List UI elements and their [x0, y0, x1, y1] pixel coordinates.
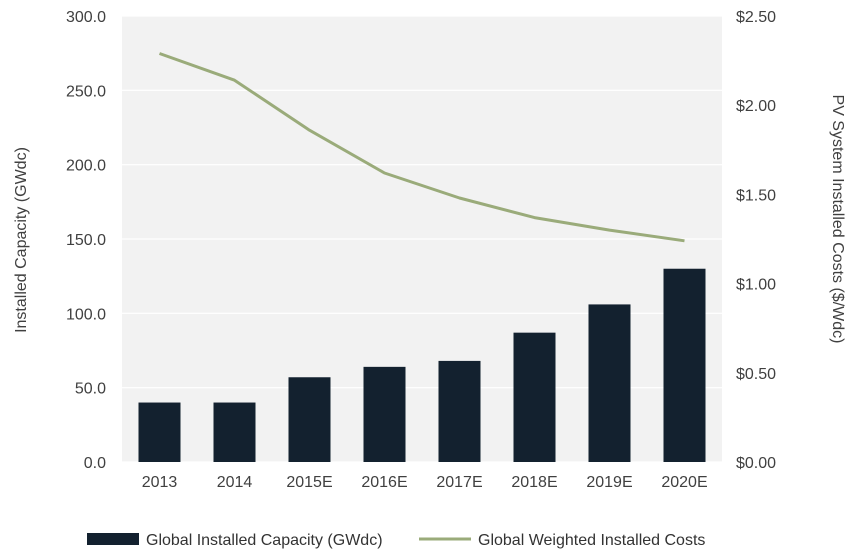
bar	[438, 360, 481, 462]
legend-bar-swatch	[87, 533, 139, 545]
right-axis-title: PV System Installed Costs ($/Wdc)	[829, 95, 846, 344]
x-tick-label: 2013	[142, 474, 178, 491]
right-tick-label: $0.50	[736, 366, 776, 383]
x-tick-label: 2014	[217, 474, 253, 491]
left-tick-label: 0.0	[84, 455, 106, 472]
left-axis-ticks: 0.0 50.0 100.0 150.0 200.0 250.0 300.0	[66, 9, 106, 472]
legend-bar-label: Global Installed Capacity (GWdc)	[146, 532, 383, 549]
legend-line-label: Global Weighted Installed Costs	[478, 532, 705, 549]
bar	[588, 304, 631, 462]
right-tick-label: $1.00	[736, 277, 776, 294]
bar	[288, 377, 331, 462]
x-tick-label: 2016E	[361, 474, 407, 491]
x-tick-label: 2019E	[586, 474, 632, 491]
x-tick-label: 2020E	[661, 474, 707, 491]
x-tick-label: 2018E	[511, 474, 557, 491]
left-tick-label: 50.0	[75, 381, 106, 398]
x-tick-label: 2017E	[436, 474, 482, 491]
bar-series	[138, 268, 706, 462]
right-axis-ticks: $0.00 $0.50 $1.00 $1.50 $2.00 $2.50	[736, 9, 776, 472]
left-tick-label: 250.0	[66, 83, 106, 100]
right-tick-label: $0.00	[736, 455, 776, 472]
left-tick-label: 200.0	[66, 158, 106, 175]
right-tick-label: $2.00	[736, 98, 776, 115]
left-tick-label: 150.0	[66, 232, 106, 249]
legend: Global Installed Capacity (GWdc) Global …	[87, 532, 705, 549]
bar	[513, 332, 556, 462]
left-axis-title: Installed Capacity (GWdc)	[13, 147, 30, 333]
left-tick-label: 300.0	[66, 9, 106, 26]
x-tick-label: 2015E	[286, 474, 332, 491]
right-tick-label: $2.50	[736, 9, 776, 26]
cost-line	[158, 52, 685, 243]
left-tick-label: 100.0	[66, 306, 106, 323]
x-axis-ticks: 2013 2014 2015E 2016E 2017E 2018E 2019E 2020E	[142, 474, 708, 491]
bar	[213, 402, 256, 462]
bar	[663, 268, 706, 462]
bar	[363, 366, 406, 462]
right-tick-label: $1.50	[736, 187, 776, 204]
bar	[138, 402, 181, 462]
